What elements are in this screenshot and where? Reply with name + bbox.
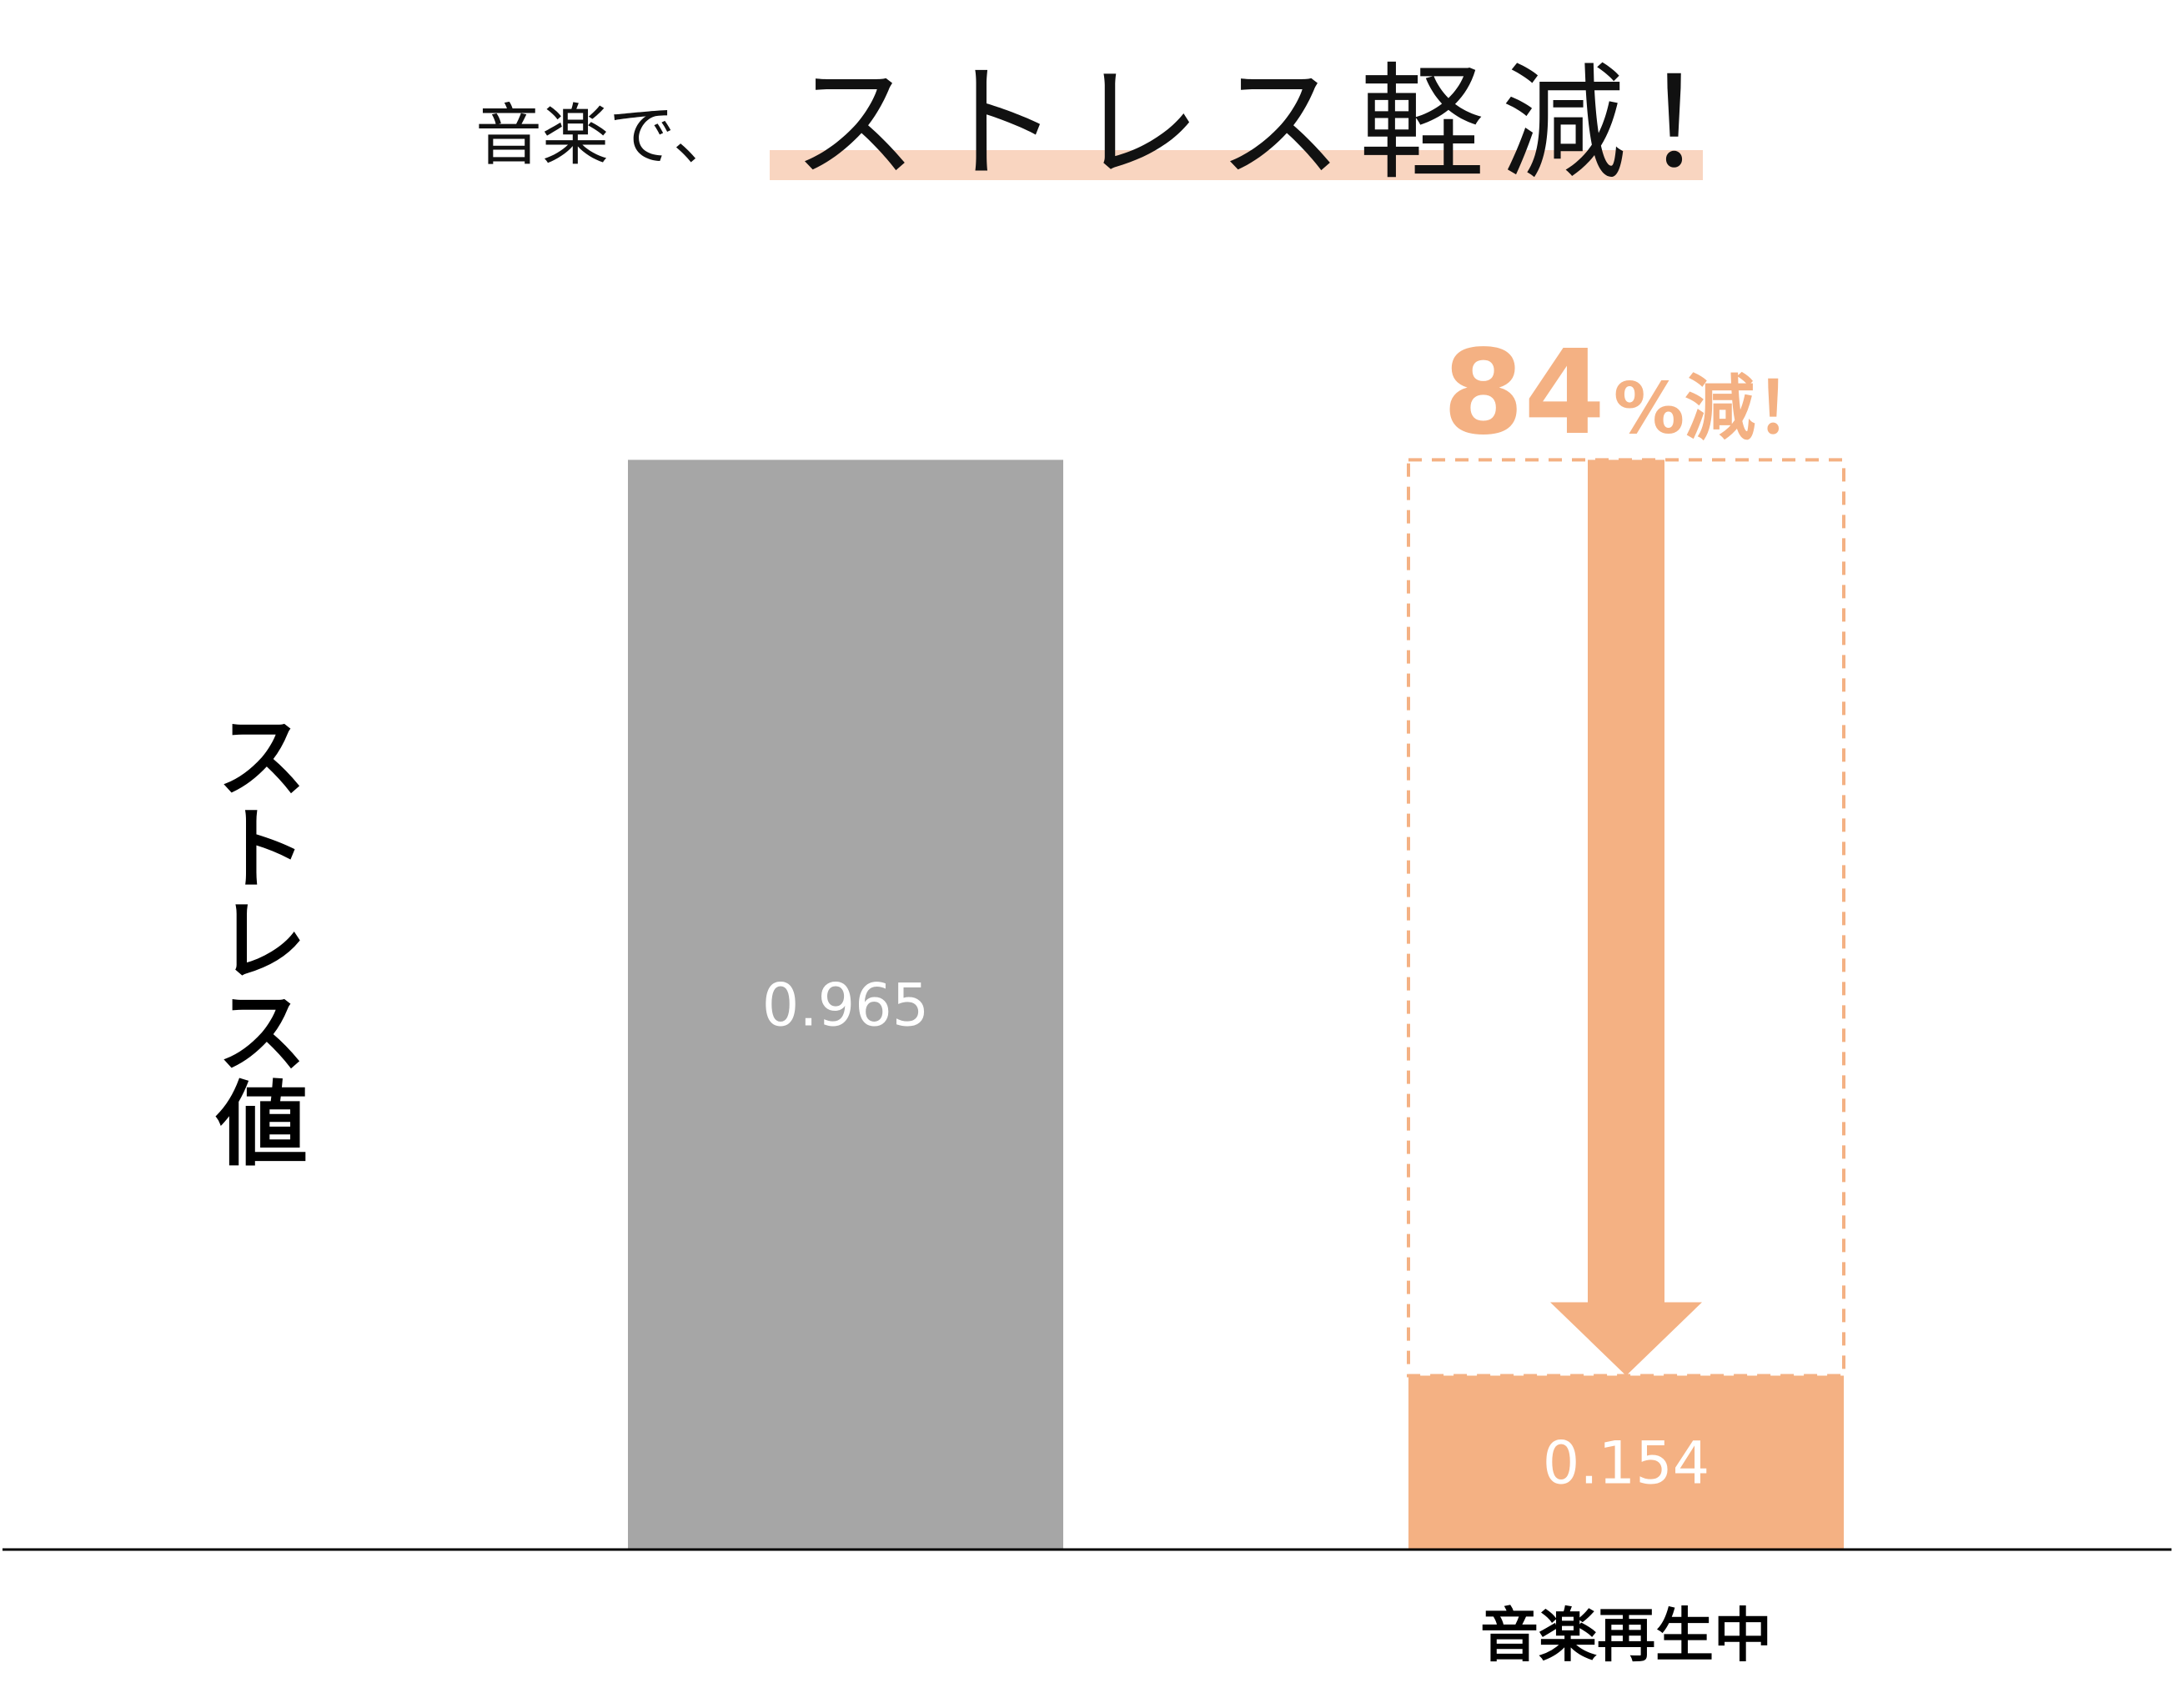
title-highlight xyxy=(770,150,1703,180)
annotation-text: %減！ xyxy=(1614,368,1826,450)
value-label: 0.154 xyxy=(1543,1429,1710,1498)
bar xyxy=(628,460,1063,1550)
reduction-arrow xyxy=(1550,460,1702,1376)
title-lead: 音楽で、 xyxy=(475,97,740,174)
annotation: 84 %減！ xyxy=(1443,325,1826,461)
value-label: 0.965 xyxy=(762,972,929,1040)
x-tick-label: 音楽再生中 xyxy=(1480,1601,1772,1670)
chart-title: ストレス軽減！ xyxy=(792,52,1785,197)
bar xyxy=(1408,1375,1844,1550)
annotation-number: 84 xyxy=(1443,325,1605,461)
y-axis-label: ストレス値 xyxy=(200,709,309,1168)
